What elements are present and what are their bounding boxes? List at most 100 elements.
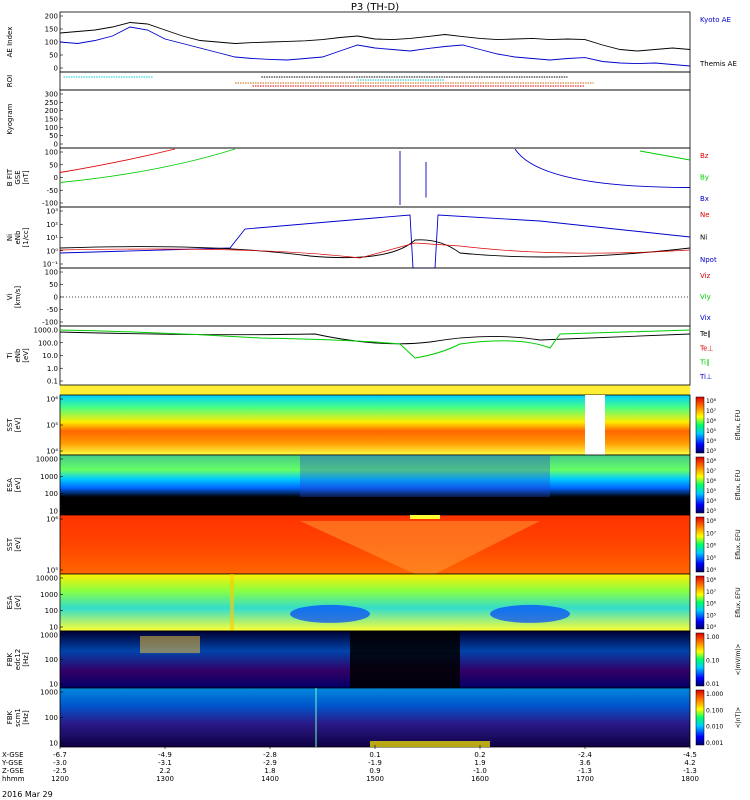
ae-frame bbox=[59, 11, 691, 73]
by-curve-right bbox=[639, 150, 691, 161]
sst-ion-ylabel: [eV] bbox=[14, 417, 22, 432]
esa-elec-cbar-tick: 10⁶ bbox=[706, 601, 717, 608]
xaxis-value-3-1: 1300 bbox=[156, 775, 174, 783]
esa-ion-ytick-label: 100 bbox=[45, 490, 58, 498]
esa-elec-ylabel: [eV] bbox=[14, 595, 22, 610]
fbk-b-ytick-label: 100 bbox=[45, 714, 58, 722]
sst-ion-cbar-tick: 10⁵ bbox=[706, 428, 717, 435]
xaxis-value-1-1: -3.1 bbox=[158, 759, 172, 767]
sst-ion-cbar-tick: 10⁶ bbox=[706, 418, 717, 425]
esa-ion-ytick-label: 10000 bbox=[36, 456, 58, 464]
fbk-b-cbar-tick: 0.010 bbox=[706, 724, 723, 731]
ae-legend-black: Themis AE bbox=[699, 60, 737, 68]
panel-roi: ROI bbox=[6, 71, 691, 91]
panel-temp: 1000.0 100.0 10.0 1.0 0.1 Ti eNb [eV] Te∥ Te⊥ Ti∥ T… bbox=[6, 325, 714, 386]
temp-ytick-label: 0.1 bbox=[47, 378, 58, 386]
bfield-legend-green: By bbox=[700, 174, 709, 182]
fbk-e-ytick-label: 10 bbox=[49, 681, 58, 689]
ae-ytick-label: 100 bbox=[45, 39, 58, 47]
fbk-b-ytick-label: 10 bbox=[49, 740, 58, 748]
esa-ion-cbar-tick: 10⁷ bbox=[706, 468, 717, 475]
sst-ion-colorbar bbox=[695, 396, 705, 454]
xaxis-value-2-5: -1.3 bbox=[578, 767, 592, 775]
bfield-ytick-label: 100 bbox=[45, 149, 58, 157]
temp-ytick-label: 1.0 bbox=[47, 365, 58, 373]
xaxis-row-label-0: X-GSE bbox=[2, 751, 24, 759]
esa-ion-ytick-label: 10 bbox=[49, 508, 58, 516]
xaxis-row-label-2: Z-GSE bbox=[2, 767, 24, 775]
fbk-b-colorbar bbox=[695, 689, 705, 746]
esa-ion-colorbar bbox=[695, 456, 705, 514]
xaxis-value-3-6: 1800 bbox=[681, 775, 699, 783]
esa-ion-ytick-label: 1000 bbox=[40, 473, 58, 481]
temp-ylabel: [eV] bbox=[22, 348, 30, 363]
sst-elec-cbar-tick: 10⁵ bbox=[706, 555, 717, 562]
sst-elec-ylabel: SST bbox=[6, 537, 14, 551]
temp-legend-red: Te⊥ bbox=[699, 344, 714, 352]
spectrogram-header-strip bbox=[60, 385, 690, 395]
vi-ytick-label: -50 bbox=[47, 306, 58, 314]
xaxis-value-1-0: -3.0 bbox=[53, 759, 67, 767]
esa-ion-cbar-tick: 10⁵ bbox=[706, 488, 717, 495]
xaxis-value-0-5: -2.4 bbox=[578, 751, 592, 759]
esa-ion-cbar-tick: 10⁴ bbox=[706, 498, 717, 505]
esa-elec-cbar-tick: 10⁷ bbox=[706, 589, 717, 596]
fbk-b-ylabel: [Hz] bbox=[22, 710, 30, 725]
npot-curve bbox=[59, 214, 691, 269]
fbk-e-active-band bbox=[140, 636, 200, 654]
fbk-e-cbar-tick: 0.10 bbox=[706, 658, 720, 665]
xaxis-value-0-2: -2.8 bbox=[263, 751, 277, 759]
sst-elec-cbar-tick: 10⁸ bbox=[706, 518, 717, 525]
esa-ion-cbar-label: Eflux, EFU bbox=[735, 470, 742, 500]
fbk-e-cbar-label: <|mV/m|> bbox=[735, 644, 742, 676]
temp-legend-blue: Ti⊥ bbox=[699, 373, 712, 381]
ni-ylabel: [1/cc] bbox=[22, 227, 30, 247]
esa-ion-ylabel: [eV] bbox=[14, 477, 22, 492]
ni-ytick-label: 10⁻¹ bbox=[43, 261, 59, 269]
fbk-e-cbar-tick: 1.00 bbox=[706, 634, 720, 641]
ae-series-black bbox=[59, 22, 691, 52]
panel-vi: 100 50 0 -50 -100 Vi [km/s] Viz Viy Vix bbox=[6, 267, 711, 327]
panel-sst-elec: 10⁸ 10⁷ 10⁶ 10⁵ 10⁴ Eflux, EFU 10⁶ 10⁵ SST [eV] bbox=[6, 514, 742, 575]
panel-fbk-e: 1.00 0.10 0.01 <|mV/m|> 1000 100 10 FBK edc12 [Hz… bbox=[6, 630, 742, 689]
fbk-e-quiet-region bbox=[350, 631, 460, 688]
bfield-legend-red: Bz bbox=[700, 152, 709, 160]
ni-ytick-label: 10² bbox=[46, 221, 58, 229]
sst-ion-ytick-label: 10⁵ bbox=[46, 422, 58, 430]
vi-ytick-label: -100 bbox=[42, 319, 58, 327]
bfield-frame bbox=[59, 147, 691, 208]
kyogram-ytick-label: 300 bbox=[45, 91, 58, 99]
sst-elec-cbar-label: Eflux, EFU bbox=[735, 529, 742, 559]
fbk-b-cbar-tick: 1.000 bbox=[706, 691, 723, 698]
vi-ytick-label: 0 bbox=[54, 294, 58, 302]
xaxis-row-label-3: hhmm bbox=[2, 775, 25, 783]
sst-elec-top-highlight bbox=[410, 515, 440, 519]
sst-ion-cbar-tick: 10⁷ bbox=[706, 408, 717, 415]
fbk-e-ytick-label: 100 bbox=[45, 656, 58, 664]
roi-ylabel: ROI bbox=[6, 75, 14, 87]
panel-esa-elec: 10⁸ 10⁷ 10⁶ 10⁵ 10⁴ Eflux, EFU 10000 1000 100 10 E… bbox=[6, 573, 742, 632]
temp-frame bbox=[59, 325, 691, 386]
ae-ytick-label: 200 bbox=[45, 13, 58, 21]
esa-elec-lobe-left bbox=[290, 604, 370, 623]
fbk-e-colorbar bbox=[695, 632, 705, 687]
kyogram-ytick-label: 100 bbox=[45, 124, 58, 132]
sst-elec-ytick-label: 10⁶ bbox=[46, 516, 58, 524]
xaxis-value-2-0: -2.5 bbox=[53, 767, 67, 775]
ni-ytick-label: 10³ bbox=[46, 208, 58, 216]
kyogram-frame bbox=[59, 89, 691, 149]
esa-ion-cbar-tick: 10³ bbox=[706, 508, 717, 515]
sst-ion-data-gap bbox=[585, 395, 605, 455]
temp-ylabel: eNb bbox=[14, 348, 22, 363]
kyogram-ytick-label: 200 bbox=[45, 107, 58, 115]
kyogram-ytick-label: 50 bbox=[49, 132, 58, 140]
panel-bfield: 100 50 0 -50 -100 B FIT GSE [nT] Bz By Bx bbox=[6, 147, 709, 208]
esa-elec-spectrogram bbox=[60, 574, 690, 631]
esa-elec-cbar-label: Eflux, EFU bbox=[735, 587, 742, 617]
temp-legend-green: Ti∥ bbox=[699, 359, 710, 367]
bz-curve bbox=[59, 148, 176, 173]
vi-legend-green: Viy bbox=[700, 293, 711, 301]
xaxis-value-3-0: 1200 bbox=[51, 775, 69, 783]
sst-elec-central-region bbox=[300, 521, 540, 574]
